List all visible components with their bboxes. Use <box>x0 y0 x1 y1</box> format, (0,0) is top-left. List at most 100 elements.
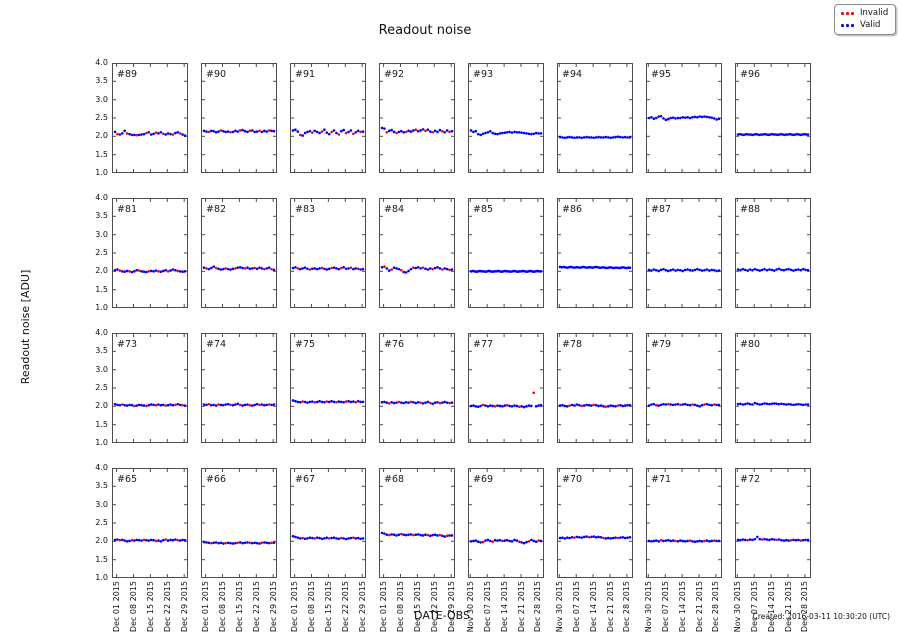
y-tick-label: 2.5 <box>95 113 108 122</box>
data-point <box>517 131 521 134</box>
data-point <box>347 399 350 403</box>
data-point <box>654 539 658 542</box>
data-point <box>313 401 317 404</box>
tick-marks <box>291 63 365 173</box>
data-point <box>760 268 764 272</box>
data-point <box>510 131 514 134</box>
data-point <box>214 541 218 544</box>
data-point <box>582 136 586 139</box>
data-points <box>558 265 632 270</box>
data-point <box>667 538 670 542</box>
data-point <box>708 269 711 272</box>
data-point <box>585 135 588 139</box>
data-point <box>359 537 362 541</box>
data-point <box>650 403 653 406</box>
data-point <box>789 403 793 406</box>
subplot-73: #73 <box>112 333 188 443</box>
tick-marks <box>202 333 276 443</box>
data-point <box>402 533 406 537</box>
data-point <box>152 132 155 136</box>
data-point <box>450 534 454 537</box>
x-tick-label: Dec 21 2015 <box>605 581 615 633</box>
data-point <box>246 403 249 406</box>
y-tick-label: 4.0 <box>95 463 108 472</box>
panel-label: #91 <box>295 69 315 80</box>
invalid-marker-dots <box>841 12 854 15</box>
data-point <box>669 116 673 120</box>
data-point <box>301 134 304 137</box>
data-point <box>236 266 240 269</box>
data-point <box>176 538 180 542</box>
data-point <box>250 129 254 132</box>
data-point <box>303 400 307 404</box>
data-point <box>797 538 800 542</box>
data-points <box>113 402 187 408</box>
data-point <box>209 129 213 133</box>
data-points <box>469 538 543 545</box>
panel-label: #85 <box>473 204 493 215</box>
data-point <box>703 268 706 272</box>
data-point <box>628 403 632 407</box>
data-point <box>236 130 240 133</box>
data-point <box>145 270 148 274</box>
data-points <box>291 266 365 271</box>
data-point <box>700 540 704 543</box>
data-point <box>130 538 134 542</box>
data-point <box>441 401 444 404</box>
data-point <box>258 266 261 269</box>
data-point <box>352 400 355 403</box>
data-point <box>246 266 249 269</box>
data-point <box>337 537 341 541</box>
data-point <box>498 132 502 135</box>
data-point <box>647 116 651 120</box>
data-point <box>400 532 403 536</box>
data-point <box>443 400 447 404</box>
data-point <box>120 538 124 542</box>
tick-marks <box>291 198 365 308</box>
tick-marks <box>113 63 187 173</box>
data-point <box>181 538 184 542</box>
data-point <box>438 533 442 537</box>
data-point <box>474 129 478 133</box>
data-point <box>662 267 665 271</box>
data-point <box>234 403 237 406</box>
data-point <box>349 129 353 132</box>
data-point <box>517 405 521 408</box>
data-point <box>756 402 759 406</box>
data-point <box>650 540 653 543</box>
data-point <box>421 128 425 131</box>
data-point <box>169 269 172 272</box>
data-point <box>664 403 668 406</box>
data-point <box>409 400 413 404</box>
data-point <box>387 402 391 405</box>
axes-frame <box>112 333 188 443</box>
data-point <box>298 537 302 540</box>
panel-label: #94 <box>562 69 582 80</box>
data-point <box>594 403 598 407</box>
data-point <box>621 536 625 539</box>
data-point <box>436 130 439 134</box>
data-point <box>241 266 244 270</box>
y-tick-label: 1.5 <box>95 149 108 159</box>
data-point <box>679 116 682 120</box>
data-point <box>568 536 571 540</box>
y-tick-label: 3.0 <box>95 499 108 509</box>
data-point <box>327 132 331 136</box>
data-point <box>171 133 175 136</box>
data-point <box>253 130 256 134</box>
data-point <box>708 403 711 407</box>
axes-frame <box>646 63 722 173</box>
panel-label: #71 <box>651 474 671 485</box>
data-point <box>751 403 754 406</box>
data-point <box>527 404 531 407</box>
panel-label: #70 <box>562 474 582 485</box>
data-point <box>128 539 131 543</box>
data-point <box>207 402 211 406</box>
panel-label: #67 <box>295 474 315 485</box>
data-point <box>780 402 783 406</box>
data-point <box>561 136 564 139</box>
data-point <box>207 267 211 271</box>
data-point <box>263 129 266 133</box>
x-tick-label: Dec 14 2015 <box>766 581 776 633</box>
data-point <box>383 400 386 404</box>
